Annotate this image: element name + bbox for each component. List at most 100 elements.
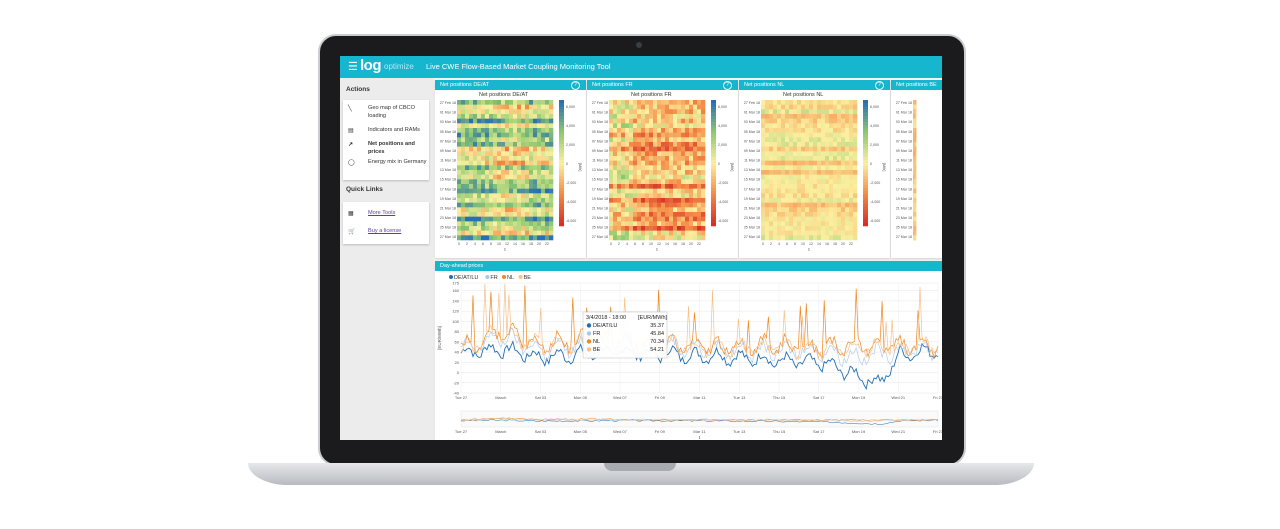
heatmap-cell <box>761 160 766 166</box>
heatmap-cell <box>649 146 654 152</box>
heatmap-cell <box>785 221 790 227</box>
heatmap-cell <box>829 174 834 180</box>
heatmap-cell <box>697 216 702 222</box>
heatmap-cell <box>793 137 798 143</box>
heatmap-cell <box>621 174 626 180</box>
heatmap-x-tick: 20 <box>841 242 845 246</box>
colorbar-segment <box>711 166 716 170</box>
heatmap-cell <box>645 142 650 147</box>
y-tick-label: 160 <box>452 288 459 293</box>
heatmap-cell <box>473 156 478 161</box>
heatmap-cell <box>661 137 666 143</box>
heatmap-cell <box>633 160 638 166</box>
heatmap-cell <box>541 184 546 189</box>
heatmap-cell <box>821 137 826 143</box>
heatmap-cell <box>473 226 478 231</box>
help-icon[interactable]: ? <box>723 81 732 90</box>
heatmap-cell <box>833 123 838 129</box>
heatmap-cell <box>457 109 462 115</box>
heatmap-cell <box>465 104 470 110</box>
heatmap-cell <box>637 118 642 124</box>
heatmap-cell <box>609 230 614 236</box>
heatmap-cell <box>641 114 646 119</box>
heatmap-cell <box>537 184 542 189</box>
heatmap-cell <box>617 123 622 129</box>
heatmap-cell <box>521 184 526 189</box>
heatmap-cell <box>517 226 522 231</box>
heatmap-cell <box>637 137 642 143</box>
heatmap-cell <box>665 179 670 185</box>
heatmap-cell <box>853 160 858 166</box>
heatmap-cell <box>493 184 498 189</box>
heatmap-cell <box>789 226 794 231</box>
heatmap-cell <box>833 221 838 227</box>
heatmap-cell <box>829 118 834 124</box>
heatmap-cell <box>825 226 830 231</box>
heatmap-cell <box>773 137 778 143</box>
heatmap-cell <box>693 170 698 175</box>
heatmap-cell <box>505 179 510 185</box>
heatmap-cell <box>473 137 478 143</box>
heatmap-cell <box>641 109 646 115</box>
heatmap-x-tick: 20 <box>689 242 693 246</box>
heatmap-cell <box>621 202 626 208</box>
heatmap-cell <box>793 100 798 105</box>
heatmap-cell <box>525 179 530 185</box>
heatmap-cell <box>469 230 474 236</box>
heatmap-cell <box>685 156 690 161</box>
colorbar-segment <box>711 222 716 227</box>
heatmap-cell <box>805 235 810 241</box>
heatmap-cell <box>849 184 854 189</box>
heatmap-cell <box>837 179 842 185</box>
heatmap-cell <box>629 193 634 199</box>
heatmap-cell <box>533 202 538 208</box>
heatmap-y-tick: 17 Mar 18 <box>440 187 456 191</box>
menu-icon[interactable]: ☰ <box>348 61 358 73</box>
heatmap-cell <box>829 137 834 143</box>
heatmap-cell <box>769 230 774 236</box>
tooltip-series-name: DE/AT/LU <box>593 323 617 329</box>
heatmap-cell <box>669 207 674 213</box>
heatmap-cell <box>829 235 834 241</box>
heatmap-cell <box>853 212 858 217</box>
heatmap-cell <box>493 170 498 175</box>
heatmap-cell <box>669 202 674 208</box>
heatmap-cell <box>829 198 834 203</box>
heatmap-cell <box>625 198 630 203</box>
heatmap-cell <box>625 188 630 194</box>
heatmap-cell <box>825 142 830 147</box>
heatmap-cell <box>821 151 826 157</box>
heatmap-cell <box>789 142 794 147</box>
help-icon[interactable]: ? <box>875 81 884 90</box>
heatmap-cell <box>837 151 842 157</box>
heatmap-cell <box>465 188 470 194</box>
actions-heading: Actions <box>346 86 370 93</box>
heatmap-cell <box>533 160 538 166</box>
heatmap-cell <box>545 230 550 236</box>
heatmap-cell <box>609 114 614 119</box>
heatmap-cell <box>761 132 766 138</box>
heatmap-cell <box>497 104 502 110</box>
heatmap-cell <box>837 104 842 110</box>
heatmap-cell <box>545 132 550 138</box>
heatmap-cell <box>849 132 854 138</box>
heatmap-cell <box>689 221 694 227</box>
x-tick-label: Wed 07 <box>613 395 627 400</box>
heatmap-cell <box>849 146 854 152</box>
heatmap-cell <box>689 118 694 124</box>
colorbar-tick: 2,000 <box>566 143 575 147</box>
heatmap-cell <box>761 188 766 194</box>
colorbar-segment <box>559 106 564 110</box>
heatmap-cell <box>681 146 686 152</box>
heatmap-cell <box>537 226 542 231</box>
prices-chart[interactable]: DE/AT/LU FR NL BE-40-2002040608010012014016… <box>435 271 942 440</box>
heatmap-cell <box>673 170 678 175</box>
heatmap-cell <box>621 230 626 236</box>
heatmap-cell <box>529 170 534 175</box>
help-icon[interactable]: ? <box>571 81 580 90</box>
heatmap-cell <box>653 100 658 105</box>
